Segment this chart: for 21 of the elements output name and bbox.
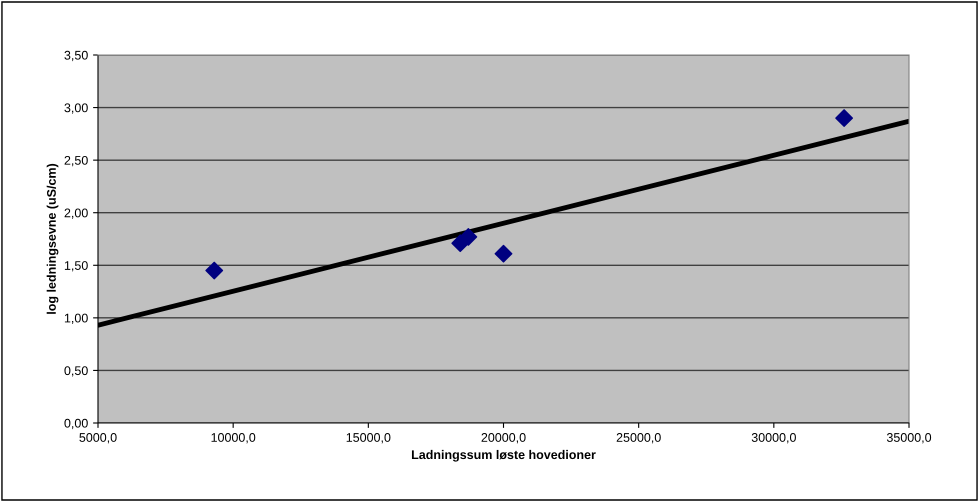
x-tick-label: 15000,0 (346, 433, 390, 444)
y-tick-label: 3,00 (64, 103, 88, 114)
y-tick-label: 0,00 (64, 418, 88, 430)
y-tick-label: 0,50 (64, 366, 88, 377)
point (459, 228, 478, 246)
y-tick-label: 3,50 (64, 50, 88, 62)
point (494, 244, 512, 263)
y-tick-label: 2,50 (64, 156, 88, 166)
x-tick-label: 30000,0 (752, 433, 796, 444)
y-tick-label: 1,00 (64, 314, 88, 324)
point (205, 262, 224, 280)
y-axis-title: log ledningsevne (uS/cm) (46, 164, 58, 314)
x-tick-label: 25000,0 (616, 433, 661, 444)
x-axis-title: Ladningssum løste hovedioner (412, 450, 596, 462)
y-tick-label: 1,50 (64, 261, 88, 272)
x-tick-label: 10000,0 (212, 433, 256, 444)
x-tick-label: 5000,0 (79, 433, 117, 444)
point (835, 109, 854, 127)
x-tick-label: 35000,0 (886, 433, 932, 444)
y-tick-label: 2,00 (64, 208, 88, 219)
x-tick-label: 20000,0 (482, 433, 526, 444)
